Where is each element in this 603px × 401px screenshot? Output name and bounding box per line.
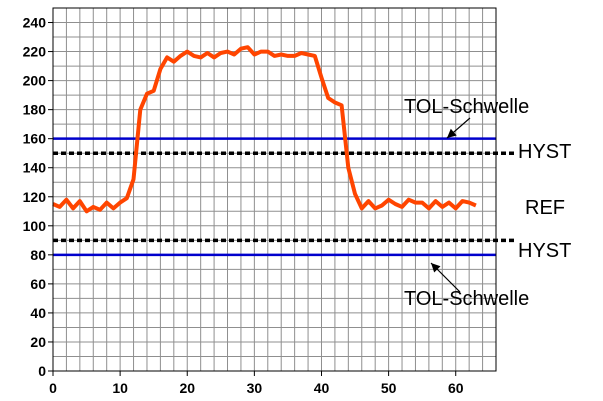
series-layer xyxy=(52,45,477,214)
x-tick-label: 0 xyxy=(49,380,57,396)
grid xyxy=(52,7,497,372)
annotation-label: HYST xyxy=(518,240,571,262)
y-tick-label: 40 xyxy=(30,305,46,321)
annotations: TOL-Schwelle HYST REF HYST TOL-Schwelle xyxy=(404,96,571,310)
annotation-label: REF xyxy=(525,197,565,219)
x-tick-label: 60 xyxy=(448,380,464,396)
y-tick-label: 220 xyxy=(23,44,47,60)
y-tick-label: 160 xyxy=(23,131,47,147)
x-tick-label: 20 xyxy=(179,380,195,396)
signal-series-line xyxy=(52,45,477,214)
y-tick-label: 60 xyxy=(30,276,46,292)
axes: 0 10 20 30 40 50 60 0 20 40 60 80 100 120 140 160 180 200… xyxy=(23,15,464,396)
y-tick-label: 20 xyxy=(30,334,46,350)
x-tick-label: 30 xyxy=(247,380,263,396)
x-tick-label: 50 xyxy=(381,380,397,396)
x-tick-label: 10 xyxy=(112,380,128,396)
y-tick-label: 180 xyxy=(23,102,47,118)
y-tick-label: 120 xyxy=(23,189,47,205)
reference-lines xyxy=(53,137,515,257)
y-tick-label: 100 xyxy=(23,218,47,234)
y-tick-label: 200 xyxy=(23,73,47,89)
annotation-label: HYST xyxy=(518,141,571,163)
annotation-arrow xyxy=(446,117,471,139)
y-tick-label: 0 xyxy=(38,363,46,379)
plot-frame xyxy=(52,7,497,372)
annotation-label: TOL-Schwelle xyxy=(404,288,529,310)
annotation-label: TOL-Schwelle xyxy=(404,96,529,118)
x-tick-label: 40 xyxy=(314,380,330,396)
y-tick-label: 240 xyxy=(23,15,47,31)
y-tick-label: 140 xyxy=(23,160,47,176)
y-tick-label: 80 xyxy=(30,247,46,263)
annotation-arrow xyxy=(430,262,461,293)
